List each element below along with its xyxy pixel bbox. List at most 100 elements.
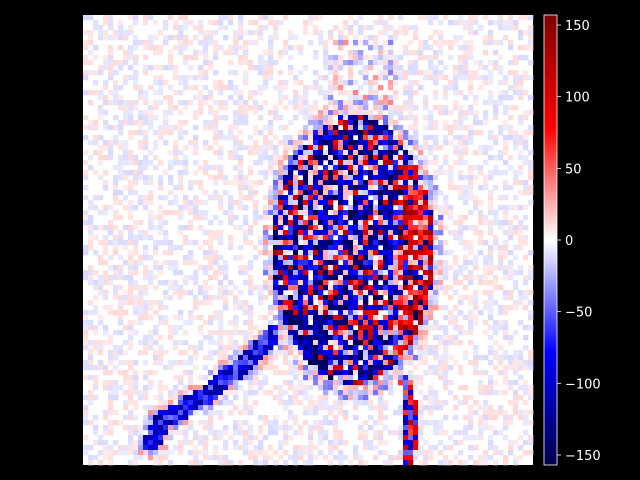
heatmap-cell: [298, 185, 304, 191]
heatmap-cell: [498, 40, 504, 46]
heatmap-cell: [128, 215, 134, 221]
heatmap-cell: [408, 185, 414, 191]
heatmap-cell: [373, 340, 379, 346]
heatmap-cell: [338, 100, 344, 106]
heatmap-cell: [228, 410, 234, 416]
heatmap-cell: [383, 440, 389, 446]
heatmap-cell: [323, 365, 329, 371]
heatmap-cell: [313, 160, 319, 166]
heatmap-cell: [173, 145, 179, 151]
heatmap-cell: [408, 60, 414, 66]
heatmap-cell: [353, 130, 359, 136]
heatmap-cell: [288, 225, 294, 231]
heatmap-cell: [373, 135, 379, 141]
heatmap-cell: [198, 110, 204, 116]
heatmap-cell: [143, 205, 149, 211]
heatmap-cell: [93, 425, 99, 431]
heatmap-cell: [468, 180, 474, 186]
heatmap-cell: [348, 265, 354, 271]
heatmap-cell: [408, 135, 414, 141]
heatmap-cell: [93, 205, 99, 211]
heatmap-cell: [348, 80, 354, 86]
heatmap-cell: [223, 400, 229, 406]
heatmap-cell: [188, 225, 194, 231]
heatmap-cell: [153, 130, 159, 136]
heatmap-cell: [163, 400, 169, 406]
heatmap-cell: [118, 175, 124, 181]
heatmap-cell: [313, 155, 319, 161]
heatmap-cell: [403, 200, 409, 206]
heatmap-cell: [333, 80, 339, 86]
heatmap-cell: [163, 115, 169, 121]
heatmap-cell: [88, 215, 94, 221]
heatmap-cell: [123, 260, 129, 266]
heatmap-cell: [428, 20, 434, 26]
heatmap-cell: [328, 320, 334, 326]
heatmap-cell: [468, 105, 474, 111]
heatmap-cell: [483, 120, 489, 126]
heatmap-cell: [343, 195, 349, 201]
heatmap-cell: [298, 325, 304, 331]
heatmap-cell: [208, 220, 214, 226]
heatmap-cell: [128, 250, 134, 256]
heatmap-cell: [213, 270, 219, 276]
heatmap-cell: [303, 225, 309, 231]
heatmap-cell: [218, 135, 224, 141]
heatmap-cell: [333, 355, 339, 361]
heatmap-cell: [433, 55, 439, 61]
heatmap-cell: [323, 295, 329, 301]
heatmap-cell: [528, 165, 534, 171]
heatmap-cell: [308, 165, 314, 171]
heatmap-cell: [218, 340, 224, 346]
heatmap-cell: [403, 290, 409, 296]
heatmap-cell: [368, 205, 374, 211]
heatmap-cell: [468, 110, 474, 116]
heatmap-cell: [443, 335, 449, 341]
heatmap-cell: [358, 145, 364, 151]
heatmap-cell: [488, 335, 494, 341]
heatmap-cell: [378, 20, 384, 26]
heatmap-cell: [388, 210, 394, 216]
heatmap-cell: [328, 345, 334, 351]
heatmap-cell: [438, 210, 444, 216]
heatmap-cell: [478, 460, 484, 466]
heatmap-cell: [458, 65, 464, 71]
heatmap-cell: [383, 75, 389, 81]
heatmap-cell: [318, 35, 324, 41]
heatmap-cell: [148, 335, 154, 341]
heatmap-cell: [288, 45, 294, 51]
heatmap-cell: [283, 355, 289, 361]
heatmap-cell: [238, 100, 244, 106]
heatmap-cell: [238, 20, 244, 26]
heatmap-cell: [363, 70, 369, 76]
heatmap-cell: [133, 455, 139, 461]
heatmap-cell: [368, 210, 374, 216]
heatmap-cell: [308, 175, 314, 181]
heatmap-cell: [288, 275, 294, 281]
heatmap-cell: [168, 150, 174, 156]
heatmap-cell: [138, 455, 144, 461]
heatmap-cell: [168, 395, 174, 401]
heatmap-cell: [518, 80, 524, 86]
heatmap-cell: [418, 350, 424, 356]
heatmap-cell: [343, 410, 349, 416]
heatmap-cell: [528, 265, 534, 271]
heatmap-cell: [88, 90, 94, 96]
heatmap-cell: [373, 290, 379, 296]
heatmap-cell: [388, 315, 394, 321]
heatmap-cell: [233, 395, 239, 401]
heatmap-cell: [148, 255, 154, 261]
heatmap-cell: [378, 215, 384, 221]
heatmap-cell: [128, 440, 134, 446]
heatmap-cell: [143, 95, 149, 101]
heatmap-cell: [203, 160, 209, 166]
heatmap-cell: [278, 400, 284, 406]
heatmap-cell: [308, 150, 314, 156]
heatmap-cell: [178, 40, 184, 46]
heatmap-cell: [228, 155, 234, 161]
heatmap-cell: [248, 280, 254, 286]
heatmap-cell: [363, 205, 369, 211]
heatmap-cell: [333, 65, 339, 71]
heatmap-cell: [413, 165, 419, 171]
heatmap-cell: [358, 60, 364, 66]
